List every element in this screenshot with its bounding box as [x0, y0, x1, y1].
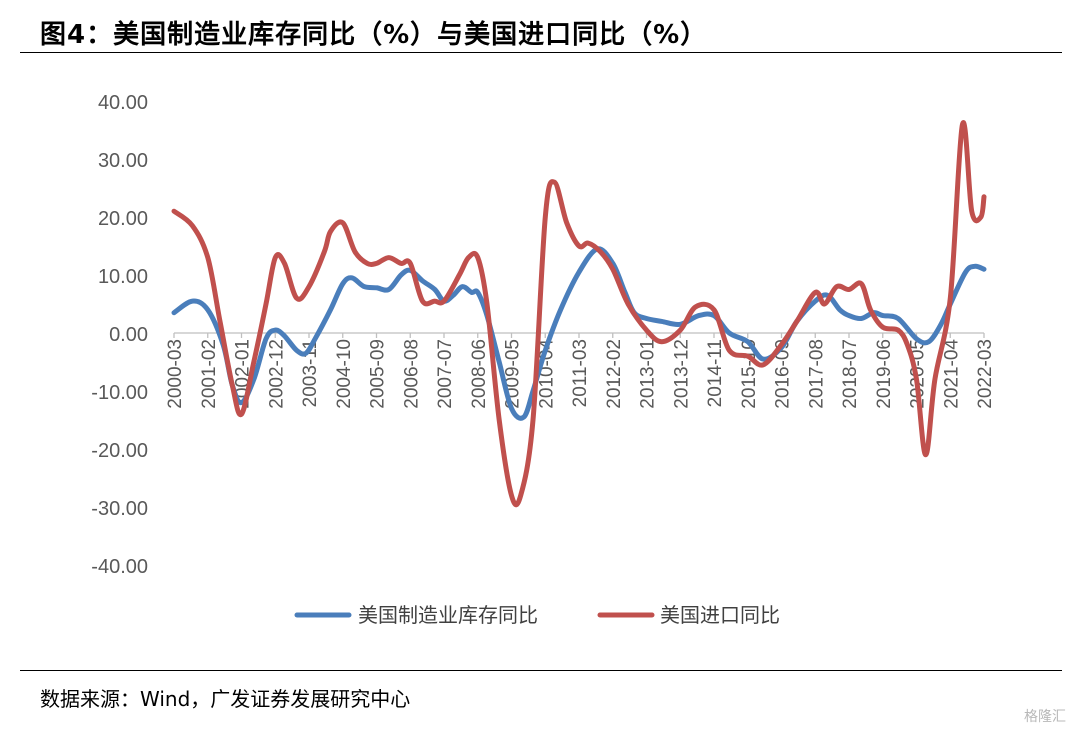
- x-tick-label: 2004-10: [334, 339, 355, 409]
- x-axis: 2000-03 2001-02 2002-01 2002-12 2003-11 2004-…: [165, 332, 996, 409]
- x-tick-label: 2022-03: [975, 339, 996, 409]
- legend: 美国制造业库存同比 美国进口同比: [294, 603, 780, 627]
- x-tick-label: 2005-09: [368, 339, 389, 409]
- x-tick-label: 2014-11: [705, 339, 726, 407]
- plot-lines: [171, 120, 987, 508]
- y-axis: 40.00 30.00 20.00 10.00 0.00 -10.00 -20.00 -30.…: [91, 92, 148, 578]
- x-tick-label: 2006-08: [401, 339, 422, 409]
- y-tick-label: 20.00: [98, 208, 148, 230]
- y-tick-label: -10.00: [91, 382, 148, 404]
- legend-label: 美国制造业库存同比: [358, 603, 538, 627]
- x-tick-label: 2019-06: [874, 339, 895, 409]
- x-tick-label: 2013-12: [671, 339, 692, 409]
- x-tick-label: 2011-03: [570, 339, 591, 407]
- x-tick-label: 2001-02: [199, 339, 220, 409]
- x-tick-label: 2021-04: [941, 339, 962, 409]
- y-tick-label: -30.00: [91, 498, 148, 520]
- source-rule: [20, 670, 1062, 671]
- y-tick-label: -40.00: [91, 556, 148, 578]
- y-tick-label: 40.00: [98, 92, 148, 114]
- watermark: 格隆汇: [1024, 709, 1066, 725]
- x-tick-label: 2002-12: [266, 339, 287, 409]
- y-tick-label: 30.00: [98, 150, 148, 172]
- title-rule: [20, 52, 1062, 53]
- x-tick-label: 2000-03: [165, 339, 186, 409]
- legend-label: 美国进口同比: [660, 603, 780, 627]
- x-tick-label: 2007-07: [435, 339, 456, 409]
- x-tick-label: 2017-08: [806, 339, 827, 409]
- x-tick-label: 2016-09: [773, 339, 794, 409]
- x-tick-label: 2018-07: [840, 339, 861, 409]
- x-tick-label: 2013-01: [638, 339, 659, 409]
- figure-title: 图4：美国制造业库存同比（%）与美国进口同比（%）: [40, 20, 708, 50]
- x-tick-label: 2008-06: [469, 339, 490, 409]
- y-tick-label: 10.00: [98, 266, 148, 288]
- x-tick-label: 2012-02: [604, 339, 625, 409]
- series-line-imports: [171, 120, 987, 508]
- y-tick-label: 0.00: [109, 324, 148, 346]
- source-note: 数据来源：Wind，广发证券发展研究中心: [40, 687, 411, 711]
- y-tick-label: -20.00: [91, 440, 148, 462]
